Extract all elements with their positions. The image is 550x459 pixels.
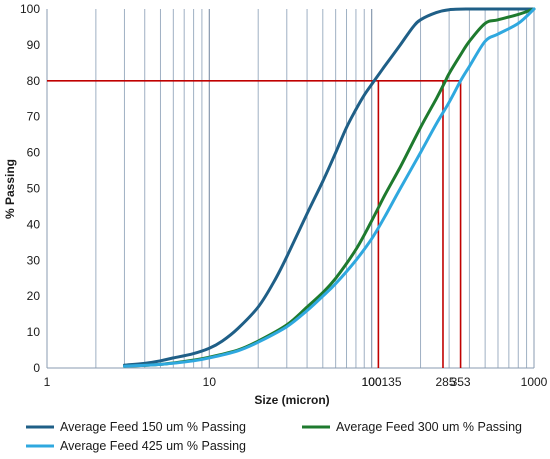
y-tick-label: 20: [27, 289, 41, 303]
y-tick-labels: 0 10 20 30 40 50 60 70 80 90 100: [20, 2, 40, 375]
x-tick-labels: 1 10 100 1000: [44, 375, 548, 389]
y-tick-label: 30: [27, 253, 41, 267]
annotation-label: 285: [435, 375, 455, 389]
x-tick-label: 10: [203, 375, 217, 389]
series-line: [123, 7, 536, 367]
data-series: [123, 7, 536, 368]
y-axis-title: % Passing: [3, 159, 17, 219]
x-tick-label: 1000: [521, 375, 548, 389]
legend-entry: Average Feed 300 um % Passing: [336, 420, 522, 434]
y-tick-label: 60: [27, 146, 41, 160]
x-axis-title: Size (micron): [254, 393, 329, 407]
annotation-label: 353: [451, 375, 471, 389]
y-tick-label: 50: [27, 182, 41, 196]
y-tick-label: 40: [27, 217, 41, 231]
y-tick-label: 80: [27, 74, 41, 88]
x-tick-label: 100: [362, 375, 382, 389]
legend: Average Feed 150 um % Passing Average Fee…: [26, 420, 522, 453]
legend-entry: Average Feed 425 um % Passing: [60, 439, 246, 453]
y-tick-label: 70: [27, 110, 41, 124]
reference-lines: [47, 80, 462, 368]
series-line: [123, 7, 536, 368]
y-tick-label: 100: [20, 2, 40, 16]
x-tick-label: 1: [44, 375, 51, 389]
legend-entry: Average Feed 150 um % Passing: [60, 420, 246, 434]
y-tick-label: 90: [27, 38, 41, 52]
y-tick-label: 10: [27, 325, 41, 339]
annotation-label: 100135: [361, 375, 401, 389]
y-tick-label: 0: [33, 361, 40, 375]
